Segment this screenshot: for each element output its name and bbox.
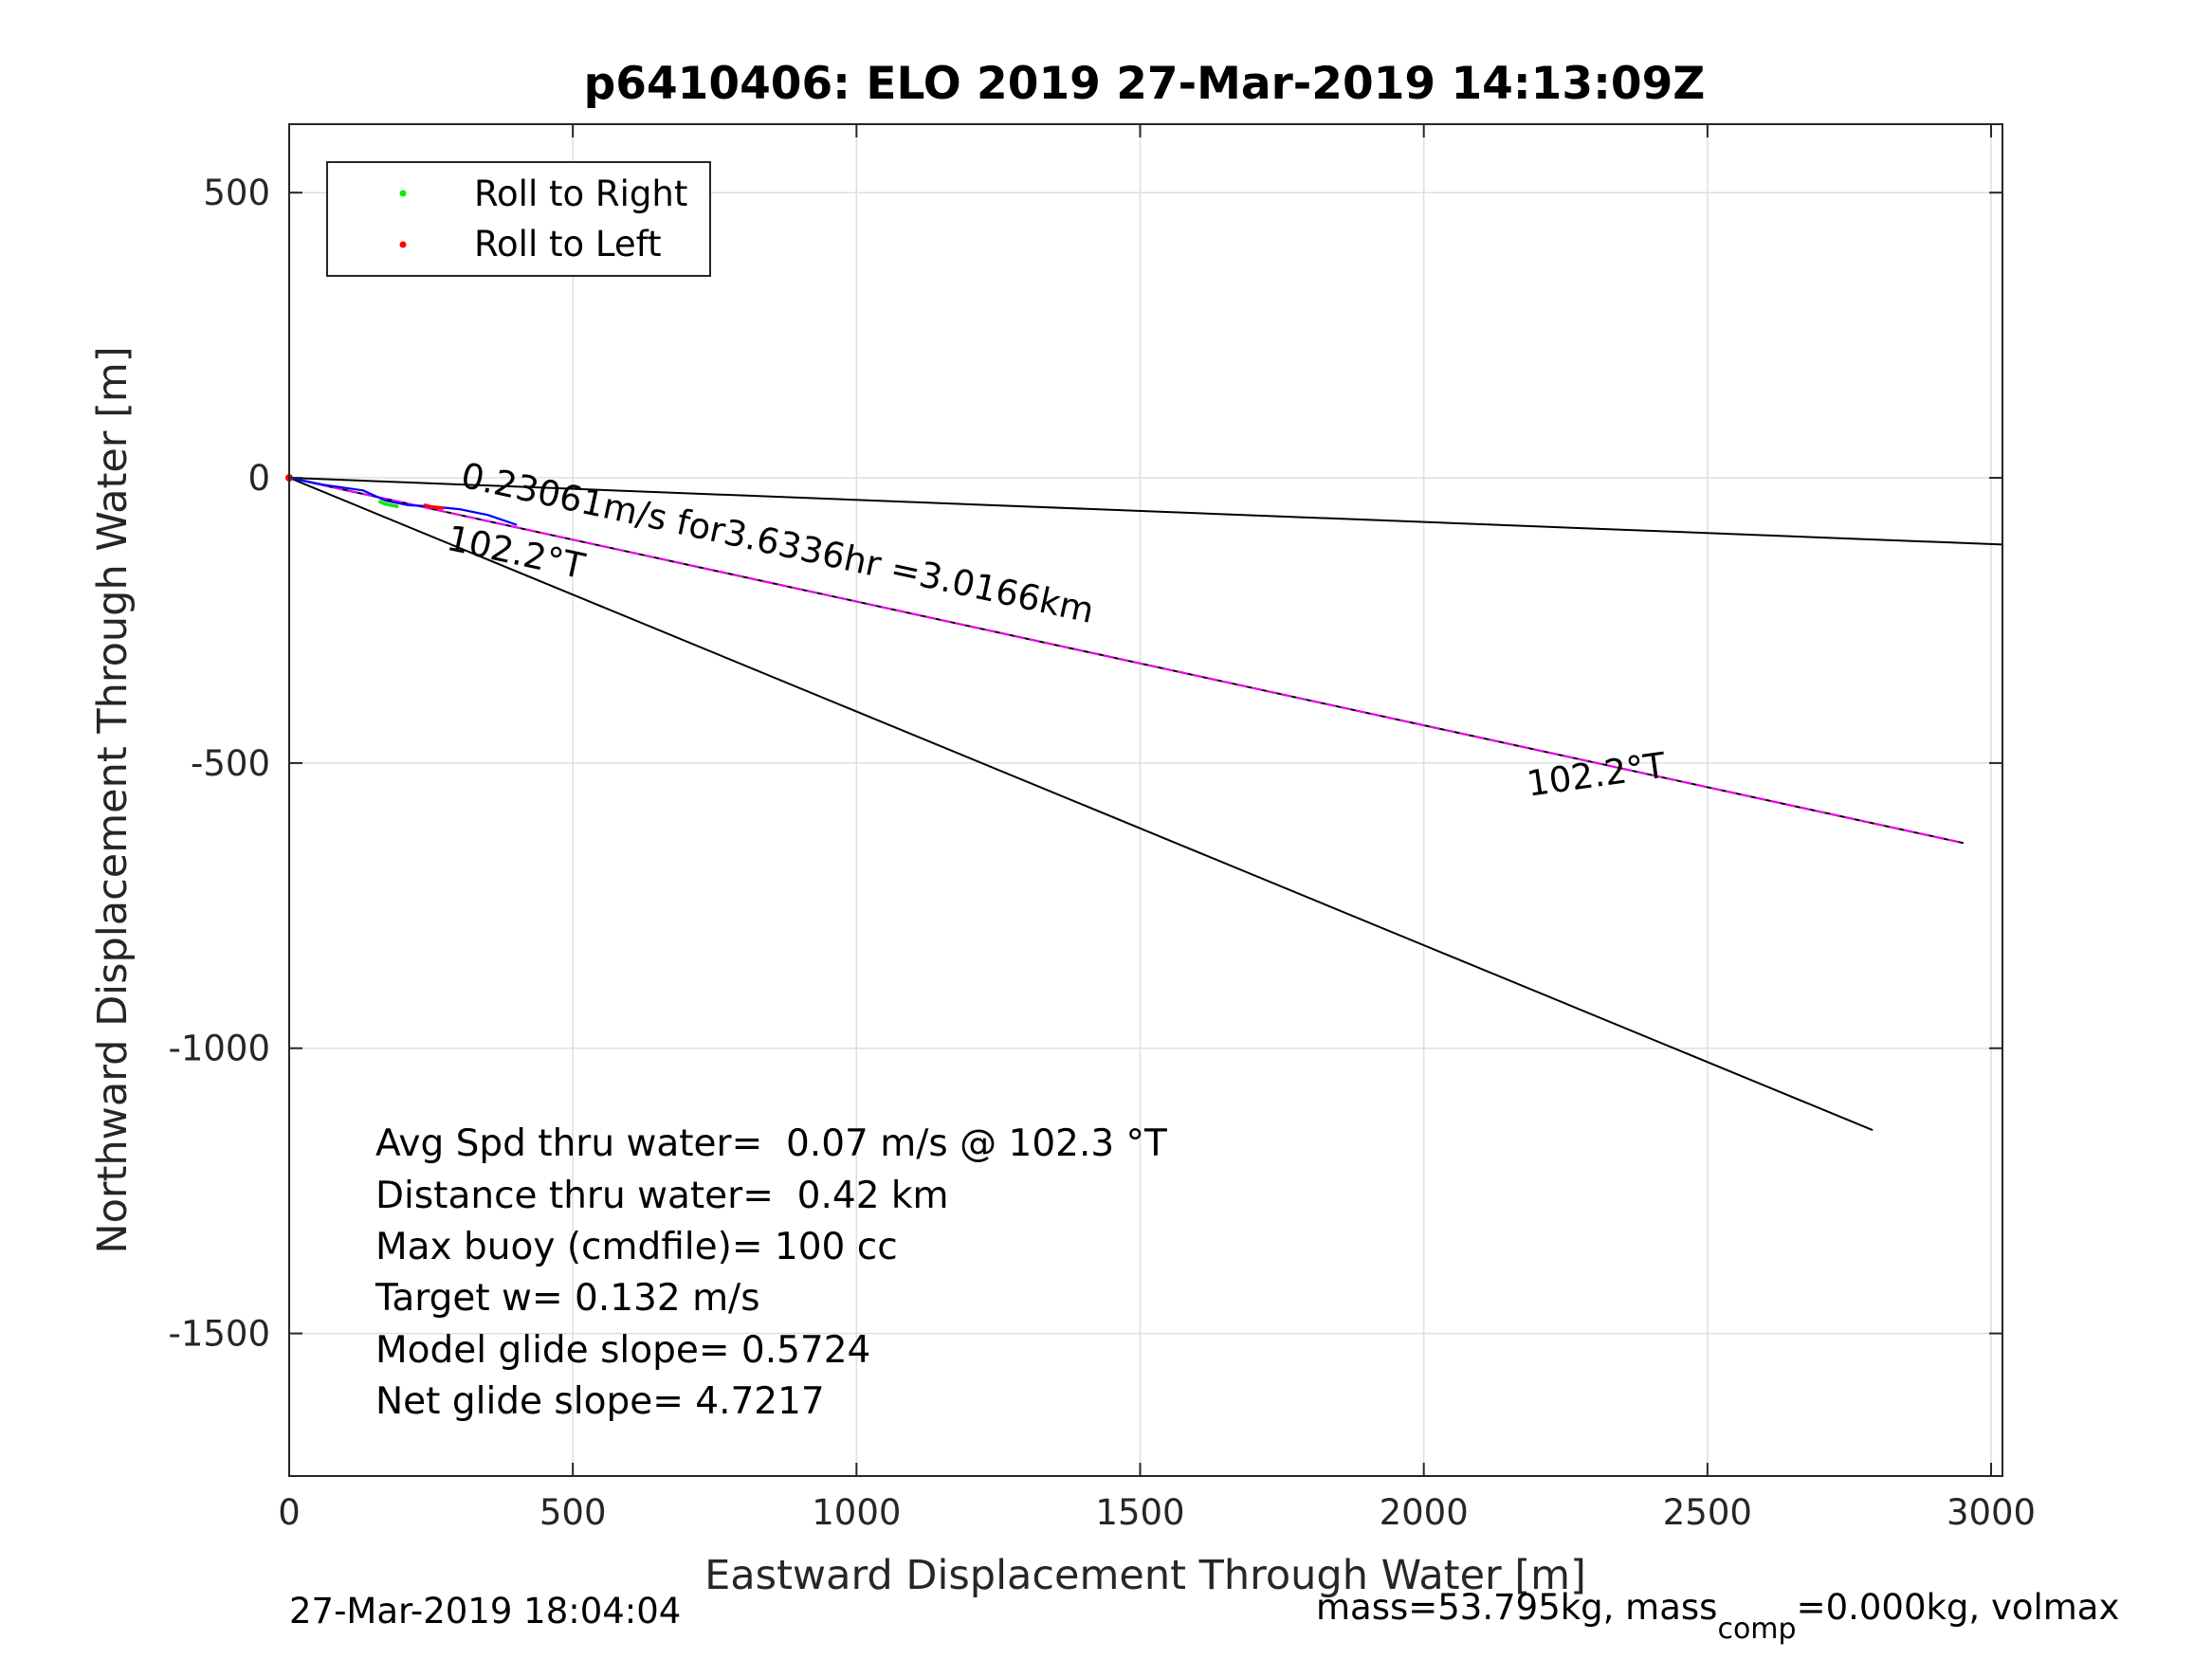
y-tick-label: -1000	[168, 1029, 270, 1069]
plot-frame	[288, 123, 2003, 1477]
axis-ticks: 0 500 1000 1500 2000 2500 3000 500 0 -500 -1000 -15…	[168, 124, 2036, 1533]
stat-model-glide: Model glide slope= 0.5724	[375, 1329, 870, 1372]
stat-avg-speed: Avg Spd thru water= 0.07 m/s @ 102.3 °T	[375, 1122, 1167, 1165]
y-tick-label: -500	[191, 743, 270, 784]
legend-marker-roll-right	[399, 190, 407, 197]
roll-right-points	[377, 500, 399, 508]
glider-track	[287, 476, 518, 526]
drift-line-magenta	[287, 476, 1965, 845]
footer-mass-prefix: mass=53.795kg, mass	[1316, 1587, 1717, 1628]
y-tick-label: 500	[203, 173, 270, 213]
legend-label-roll-left: Roll to Left	[474, 224, 662, 264]
reference-line-lower	[288, 477, 1874, 1131]
x-tick-label: 2500	[1663, 1492, 1752, 1533]
stat-max-buoy: Max buoy (cmdfile)= 100 cc	[375, 1226, 898, 1268]
footer-mass-suffix: =0.000kg, volmax	[1797, 1587, 2120, 1628]
stats-block: Avg Spd thru water= 0.07 m/s @ 102.3 °T …	[375, 1122, 1167, 1423]
legend: Roll to Right Roll to Left	[326, 161, 711, 277]
stat-distance: Distance thru water= 0.42 km	[375, 1175, 948, 1217]
x-tick-label: 1500	[1095, 1492, 1184, 1533]
footer-timestamp: 27-Mar-2019 18:04:04	[289, 1591, 681, 1632]
plot-area	[289, 124, 2002, 1476]
x-tick-label: 500	[539, 1492, 607, 1533]
y-tick-label: -1500	[168, 1314, 270, 1355]
y-tick-label: 0	[247, 458, 270, 499]
chart-title: p6410406: ELO 2019 27-Mar-2019 14:13:09Z	[584, 58, 1706, 110]
legend-marker-roll-left	[399, 241, 407, 248]
legend-label-roll-right: Roll to Right	[474, 173, 687, 214]
footer-mass-subscript: comp	[1717, 1613, 1796, 1646]
x-tick-label: 3000	[1947, 1492, 2036, 1533]
y-axis-label: Northward Displacement Through Water [m]	[89, 346, 137, 1253]
footer-mass-info: mass=53.795kg, masscomp=0.000kg, volmax	[1316, 1587, 2119, 1646]
x-tick-label: 1000	[812, 1492, 901, 1533]
x-tick-label: 2000	[1380, 1492, 1469, 1533]
legend-box	[326, 161, 711, 277]
roll-left-points	[423, 503, 445, 510]
x-tick-label: 0	[278, 1492, 301, 1533]
reference-line-upper	[288, 477, 2003, 546]
series-group	[285, 474, 2003, 1131]
x-axis-label: Eastward Displacement Through Water [m]	[704, 1552, 1586, 1599]
stat-target-w: Target w= 0.132 m/s	[375, 1277, 760, 1320]
stat-net-glide: Net glide slope= 4.7217	[375, 1380, 825, 1423]
